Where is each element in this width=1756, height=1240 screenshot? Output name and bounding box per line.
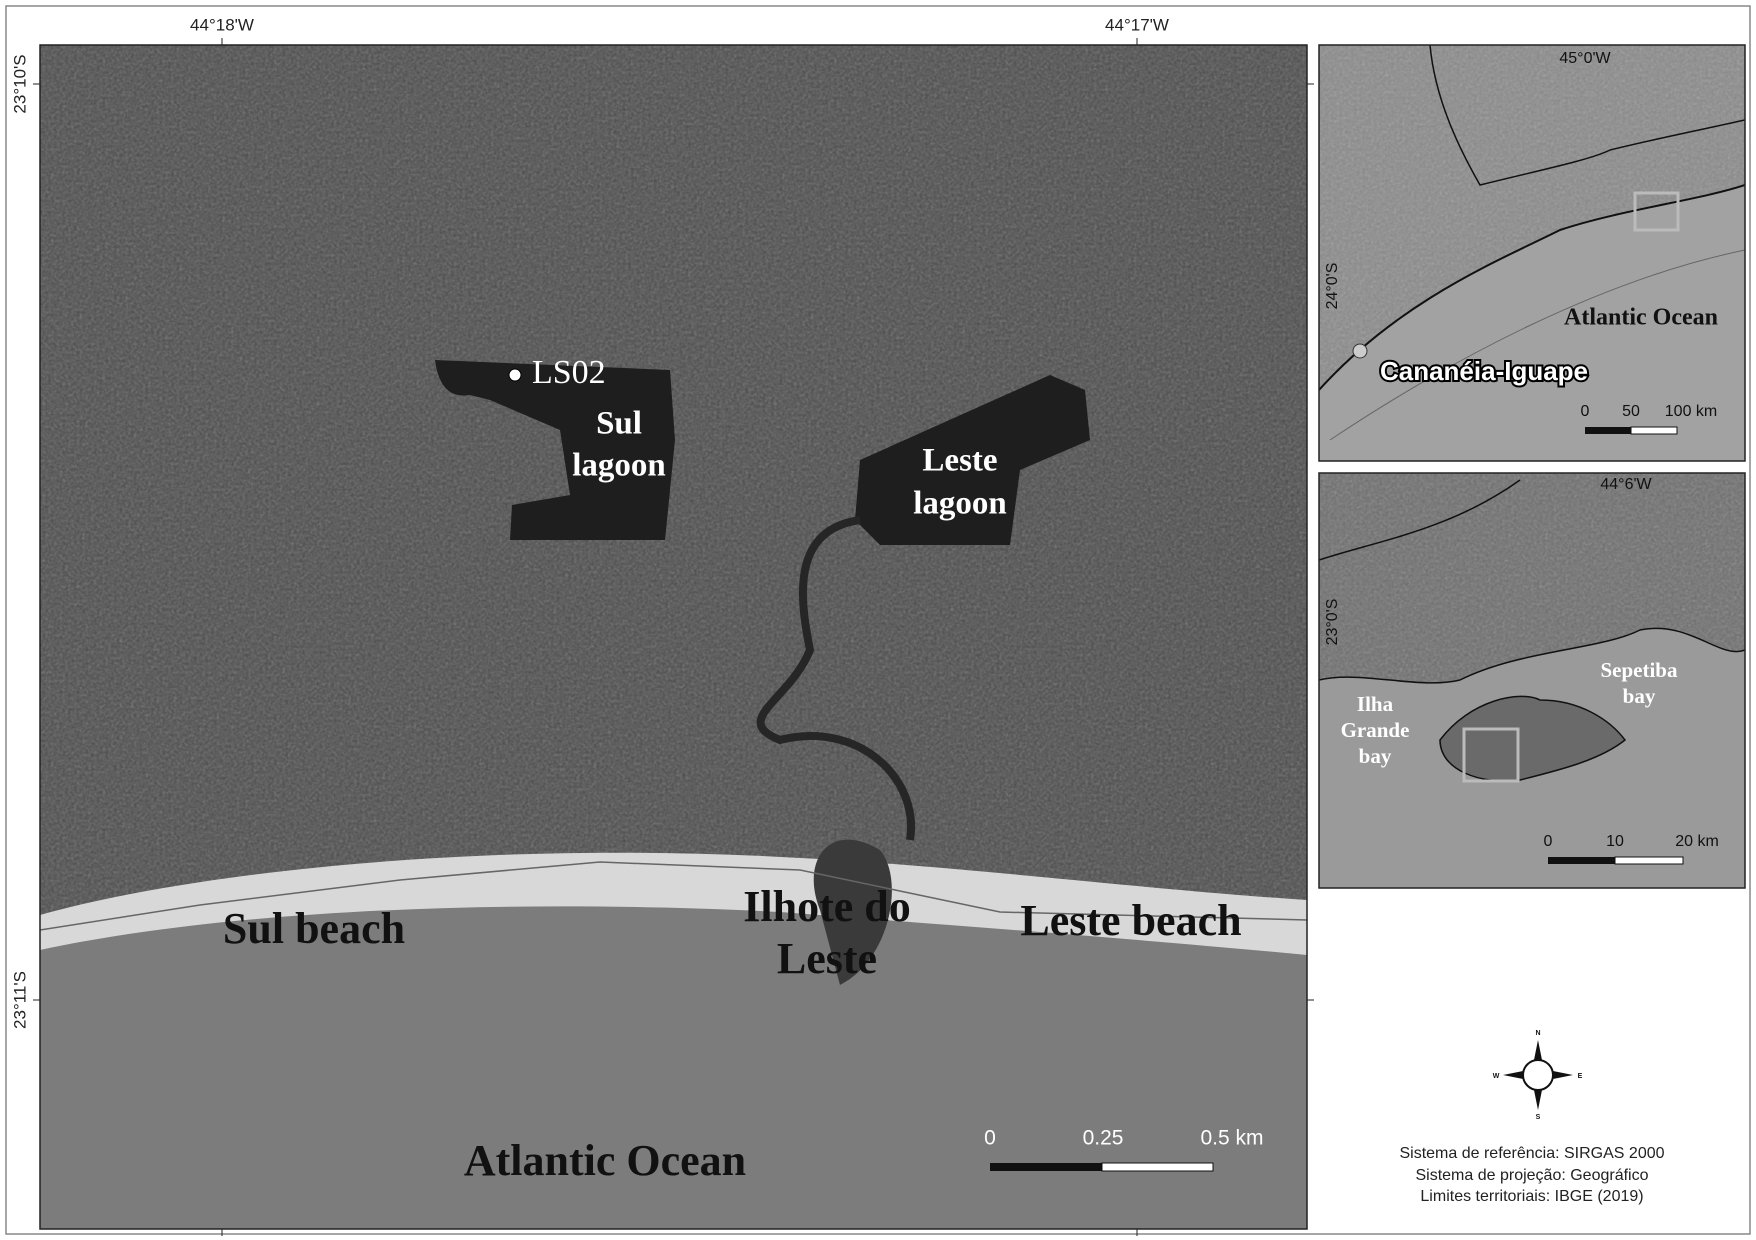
- credit-line: Sistema de projeção: Geográfico: [1415, 1167, 1648, 1184]
- bay-label: Sepetiba: [1600, 658, 1678, 682]
- main-frame: [39, 44, 1308, 1230]
- lagoon-label: Leste: [922, 443, 997, 479]
- locator-box: [1462, 727, 1520, 783]
- longitude-label: 44°6'W: [1600, 476, 1652, 493]
- latitude-label: 24°0'S: [1324, 263, 1341, 310]
- lagoon-label: lagoon: [913, 486, 1007, 522]
- scale-bar: [1630, 426, 1678, 435]
- river: [756, 516, 916, 841]
- latitude-label: 23°11'S: [10, 971, 29, 1029]
- sample-label: LS02: [532, 354, 606, 391]
- regional-inset: Atlantic Ocean Cananéia-Iguape 0 50 100 …: [1319, 45, 1745, 461]
- ocean: [1319, 185, 1745, 461]
- bay-label: Ilha: [1357, 692, 1394, 716]
- site-label: Cananéia-Iguape: [1380, 356, 1588, 386]
- ocean: [40, 906, 1307, 1229]
- scale-bar: [990, 1163, 1102, 1171]
- scale-label: 10: [1606, 833, 1624, 850]
- ocean-label: Atlantic Ocean: [464, 1136, 746, 1185]
- scale-label: 0: [984, 1127, 996, 1150]
- scale-bar: [1101, 1162, 1214, 1172]
- scale-bar: [1585, 427, 1631, 434]
- compass: N S E W: [1493, 1030, 1583, 1121]
- scale-label: 0: [1544, 833, 1553, 850]
- scale-bar: [1614, 856, 1684, 865]
- sample-point: [508, 368, 522, 382]
- bay-label: Grande: [1341, 718, 1410, 742]
- state-border: [1429, 45, 1745, 186]
- ocean-label: Atlantic Ocean: [1564, 305, 1718, 331]
- inset-frame: [1318, 44, 1746, 462]
- ilha-grande-island: [1439, 695, 1627, 782]
- scale-label: 0.5 km: [1200, 1127, 1263, 1150]
- scale-label: 50: [1622, 403, 1640, 420]
- longitude-label: 44°17'W: [1105, 15, 1169, 34]
- scale-bar: [1548, 857, 1615, 864]
- ilhote-island: [813, 839, 892, 985]
- lagoon-label: Sul: [596, 406, 642, 442]
- main-map: LS02 Sul lagoon Leste lagoon Sul beach I…: [40, 45, 1307, 1229]
- compass-letter: W: [1493, 1073, 1500, 1080]
- boundary-line: [40, 861, 1307, 931]
- site-point: [1352, 343, 1368, 359]
- longitude-label: 45°0'W: [1559, 50, 1611, 67]
- scale-label: 20 km: [1675, 833, 1719, 850]
- credit-line: Sistema de referência: SIRGAS 2000: [1399, 1145, 1664, 1162]
- leste-lagoon-water: [855, 375, 1090, 545]
- bay-label: bay: [1623, 684, 1656, 708]
- longitude-label: 44°18'W: [190, 15, 254, 34]
- latitude-label: 23°10'S: [10, 54, 29, 113]
- latitude-label: 23°0'S: [1324, 599, 1341, 646]
- beach-label: Sul beach: [223, 904, 405, 953]
- island-label: Leste: [777, 934, 877, 983]
- compass-letter: N: [1535, 1030, 1540, 1037]
- sul-lagoon-water: [435, 360, 675, 540]
- scale-label: 100 km: [1665, 403, 1717, 420]
- maritime-line: [1329, 249, 1745, 441]
- coastline: [1319, 627, 1745, 684]
- credit-line: Limites territoriais: IBGE (2019): [1420, 1188, 1643, 1205]
- inset-frame: [1318, 472, 1746, 889]
- bay-label: bay: [1359, 744, 1392, 768]
- compass-letter: E: [1578, 1073, 1583, 1080]
- compass-letter: S: [1536, 1114, 1541, 1121]
- state-border: [1319, 479, 1521, 561]
- scale-label: 0: [1581, 403, 1590, 420]
- island-label: Ilhote do: [743, 882, 910, 931]
- local-inset: Ilha Grande bay Sepetiba bay 0 10 20 km …: [1319, 473, 1745, 888]
- locator-box: [1633, 191, 1680, 232]
- lagoon-label: lagoon: [572, 448, 666, 484]
- coastline: [1319, 184, 1745, 391]
- beach-label: Leste beach: [1020, 896, 1241, 945]
- compass-ring: [1522, 1059, 1554, 1091]
- scale-label: 0.25: [1083, 1127, 1124, 1150]
